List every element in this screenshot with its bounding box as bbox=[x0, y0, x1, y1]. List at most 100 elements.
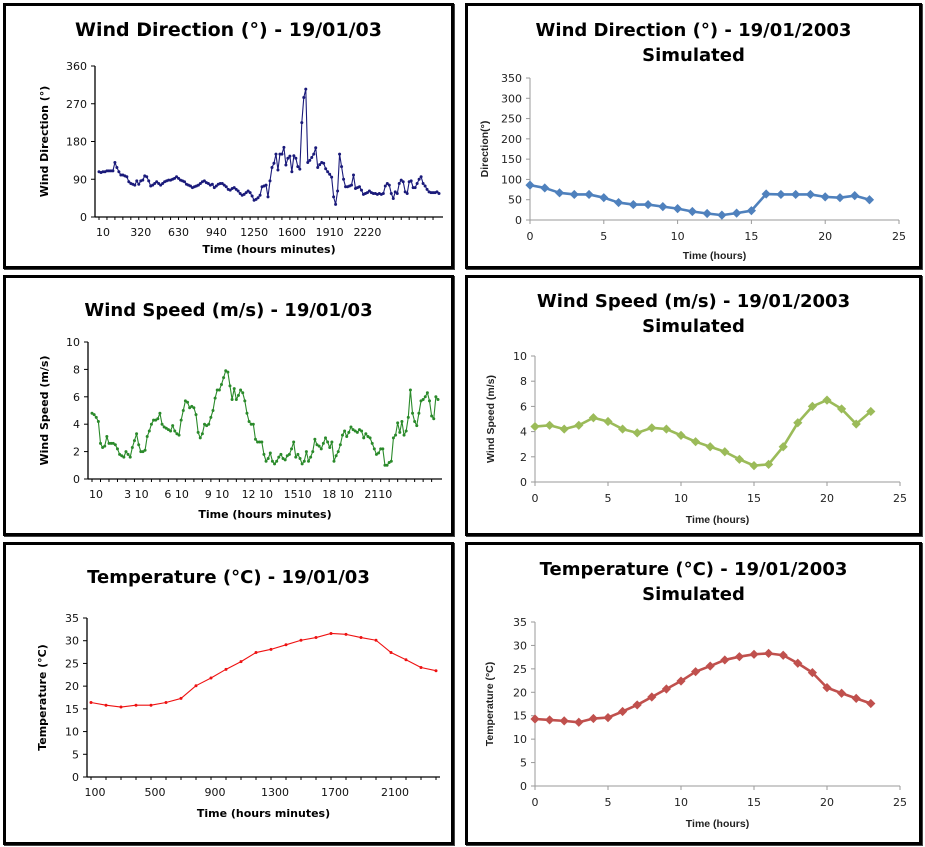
x-tick-label: 900 bbox=[205, 786, 226, 799]
data-point bbox=[332, 195, 336, 199]
data-point bbox=[387, 183, 391, 187]
x-tick-label: 630 bbox=[168, 226, 189, 239]
data-point bbox=[270, 459, 274, 463]
y-tick-label: 0 bbox=[72, 771, 79, 784]
data-point bbox=[355, 430, 359, 434]
data-point bbox=[316, 166, 320, 170]
data-point bbox=[791, 189, 801, 200]
data-point bbox=[157, 181, 161, 185]
y-tick-label: 2 bbox=[73, 446, 80, 459]
data-point bbox=[530, 421, 540, 432]
data-point bbox=[294, 156, 298, 160]
data-point bbox=[127, 180, 131, 184]
y-axis-label: Wind Speed (m/s) bbox=[38, 356, 51, 466]
data-point bbox=[584, 189, 594, 200]
data-point bbox=[351, 428, 355, 432]
data-point bbox=[238, 192, 242, 196]
data-point bbox=[254, 651, 258, 655]
data-point bbox=[749, 649, 759, 659]
data-point bbox=[111, 169, 115, 173]
data-point bbox=[374, 638, 378, 642]
y-tick-label: 350 bbox=[501, 72, 522, 85]
data-point bbox=[365, 191, 369, 195]
data-point bbox=[111, 441, 115, 445]
data-point bbox=[338, 443, 342, 447]
y-tick-label: 6 bbox=[520, 400, 527, 413]
data-point bbox=[222, 183, 226, 187]
y-tick-label: 100 bbox=[501, 173, 522, 186]
data-point bbox=[308, 158, 312, 162]
y-tick-label: 5 bbox=[520, 757, 527, 770]
data-point bbox=[687, 206, 697, 217]
data-point bbox=[761, 189, 771, 199]
data-point bbox=[169, 429, 173, 433]
y-tick-label: 300 bbox=[501, 92, 522, 105]
x-tick-label: 320 bbox=[130, 226, 151, 239]
data-point bbox=[164, 700, 168, 704]
data-point bbox=[347, 430, 351, 434]
data-point bbox=[130, 445, 134, 449]
data-point bbox=[372, 447, 376, 451]
y-tick-label: 200 bbox=[501, 133, 522, 146]
data-point bbox=[343, 429, 347, 433]
y-tick-label: 15 bbox=[65, 703, 79, 716]
x-tick-label: 5 bbox=[600, 230, 607, 243]
data-point bbox=[239, 660, 243, 664]
data-point bbox=[357, 185, 361, 189]
data-point bbox=[158, 411, 162, 415]
data-point bbox=[251, 422, 255, 426]
data-point bbox=[588, 713, 598, 724]
chart-title: Wind Direction (°) - 19/01/03 bbox=[75, 19, 382, 41]
data-point bbox=[381, 447, 385, 451]
series-line bbox=[534, 398, 872, 467]
data-point bbox=[632, 428, 642, 438]
y-tick-label: 10 bbox=[65, 726, 79, 739]
x-tick-label: 25 bbox=[892, 230, 906, 243]
data-point bbox=[273, 462, 277, 466]
data-point bbox=[628, 199, 638, 210]
data-point bbox=[387, 461, 391, 465]
data-point bbox=[182, 180, 186, 184]
y-tick-label: 50 bbox=[508, 194, 522, 207]
y-tick-label: 35 bbox=[513, 616, 527, 629]
data-point bbox=[837, 688, 847, 698]
data-point bbox=[137, 182, 141, 186]
data-point bbox=[383, 184, 387, 188]
data-point bbox=[202, 179, 206, 183]
data-point bbox=[274, 152, 278, 156]
data-point bbox=[124, 450, 128, 454]
y-tick-label: 0 bbox=[73, 473, 80, 486]
y-tick-label: 5 bbox=[72, 748, 79, 761]
data-point bbox=[135, 179, 139, 183]
data-point bbox=[290, 170, 294, 174]
data-point bbox=[367, 189, 371, 193]
data-point bbox=[276, 168, 280, 172]
data-point bbox=[145, 435, 149, 439]
data-point bbox=[764, 648, 774, 658]
y-tick-label: 20 bbox=[65, 680, 79, 693]
data-point bbox=[145, 175, 149, 179]
data-point bbox=[294, 455, 298, 459]
data-point bbox=[525, 180, 535, 190]
data-point bbox=[377, 451, 381, 455]
x-tick-label: 0 bbox=[532, 492, 539, 505]
data-point bbox=[234, 398, 238, 402]
data-point bbox=[360, 429, 364, 433]
data-point bbox=[284, 163, 288, 167]
data-point bbox=[126, 452, 130, 456]
data-point bbox=[151, 183, 155, 187]
data-point bbox=[135, 432, 139, 436]
data-point bbox=[254, 197, 258, 201]
data-point bbox=[173, 176, 177, 180]
data-point bbox=[285, 454, 289, 458]
data-point bbox=[175, 432, 179, 436]
data-point bbox=[155, 180, 159, 184]
data-point bbox=[400, 419, 404, 423]
data-point bbox=[302, 95, 306, 99]
y-axis-label: Wind Direction (°) bbox=[38, 86, 51, 198]
chart-title: Temperature (°C) - 19/01/2003 bbox=[540, 559, 848, 580]
y-tick-label: 2 bbox=[520, 451, 527, 464]
data-point bbox=[352, 173, 356, 177]
data-point bbox=[264, 459, 268, 463]
data-point bbox=[545, 715, 555, 725]
